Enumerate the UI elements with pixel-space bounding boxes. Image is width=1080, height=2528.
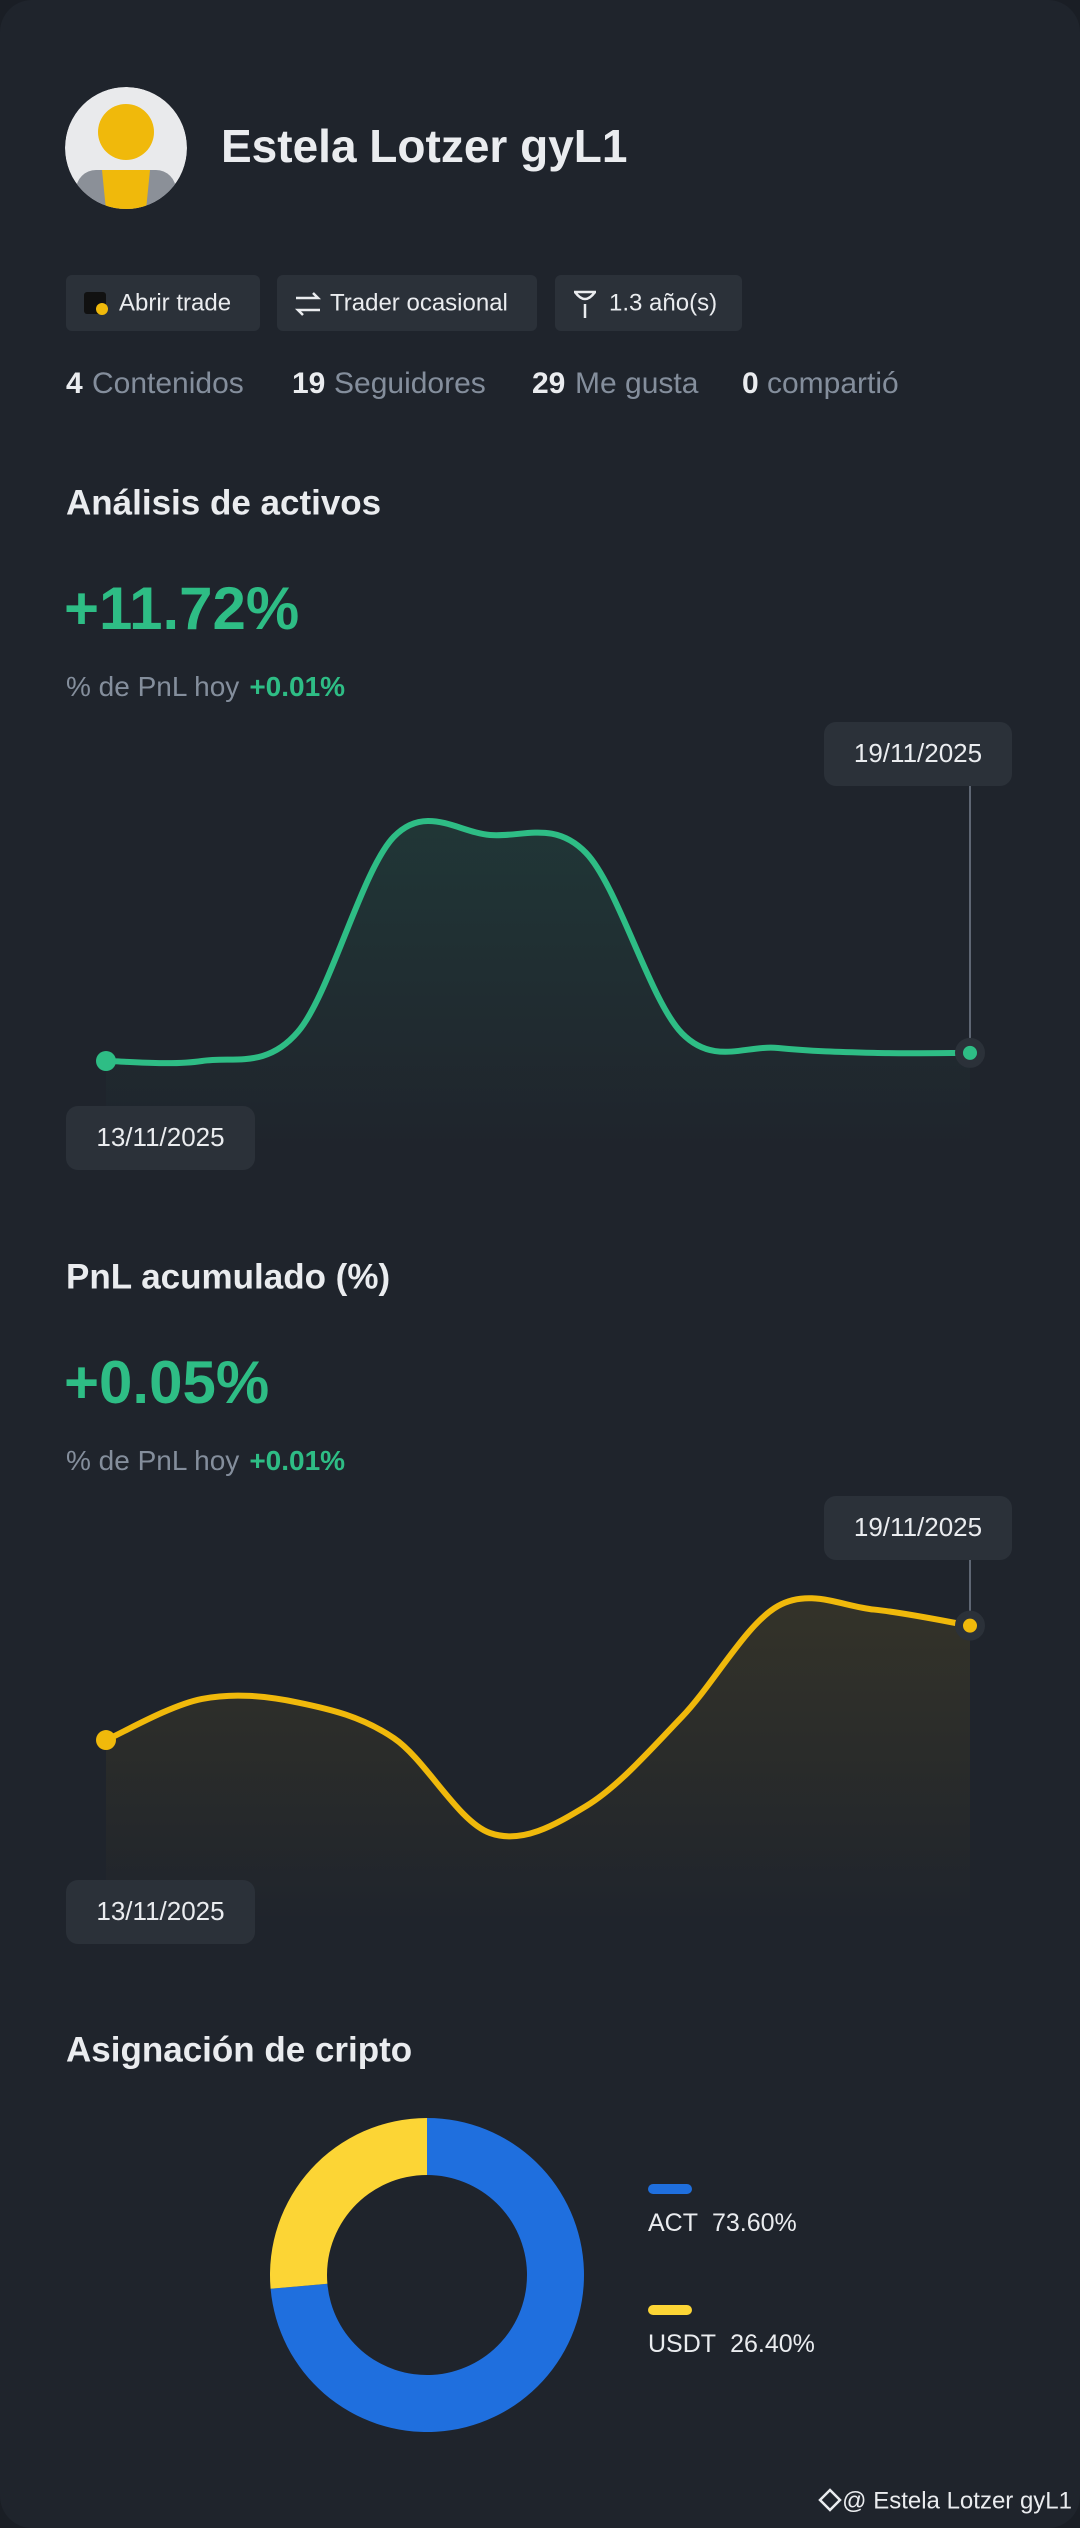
headline-value: +0.05% [64,1349,269,1416]
badge-label: 1.3 año(s) [609,289,717,316]
legend-value: 26.40% [730,2330,815,2358]
user-name: Estela Lotzer gyL1 [221,120,627,172]
stat-label: compartió [767,367,899,400]
charts: Análisis de activos +11.72% % de PnL hoy +0… [64,483,1012,2432]
date-label: 19/11/2025 [854,738,982,768]
line [103,817,973,1067]
badge-icon [96,303,108,315]
subtitle-label: % de PnL hoy [66,1445,239,1476]
legend-value: 73.60% [712,2209,797,2237]
legend-name: USDT [648,2330,716,2358]
area-fill [106,820,970,1150]
legend-name: ACT [648,2209,698,2237]
date-tooltip [66,1106,255,1170]
badge [277,275,537,331]
stat-label: Contenidos [92,367,244,400]
stat-count: 0 [742,367,759,400]
donut-segment [270,2118,427,2289]
section-title: Análisis de activos [66,483,381,522]
end-point [955,1037,985,1068]
date-label: 13/11/2025 [96,1122,224,1152]
stat-label: Me gusta [575,367,699,400]
start-point [96,1730,116,1751]
headline-value: +11.72% [64,575,299,642]
date-tooltip [824,1496,1012,1560]
date-label: 13/11/2025 [96,1896,224,1926]
badge [66,275,260,331]
line-chart: PnL acumulado (%) +0.05% % de PnL hoy +0.01… [64,1257,1012,1944]
donut-segment [270,2118,584,2432]
legend-swatch [648,2305,692,2315]
stat-count: 29 [532,367,565,400]
end-point [955,1610,985,1641]
date-tooltip [66,1880,255,1944]
subtitle: % de PnL hoy +0.01% [66,671,345,702]
footer: @ Estela Lotzer gyL1 [842,2487,1072,2514]
legend-entry: USDT 26.40% [648,2330,815,2358]
stat-count: 4 [66,367,83,400]
badge-label: Trader ocasional [330,289,508,316]
area-fill [106,1598,970,1924]
badges: Abrir trade Trader ocasional 1.3 año(s) [66,275,742,331]
badge [555,275,742,331]
badge-icon [573,290,597,318]
badge-icon [294,292,322,316]
date-label: 19/11/2025 [854,1512,982,1542]
stat-count: 19 [292,367,325,400]
footer-logo [818,2488,842,2512]
badge-label: Abrir trade [119,289,231,316]
line [103,1595,973,1840]
subtitle-value: +0.01% [249,1445,345,1476]
subtitle-label: % de PnL hoy [66,671,239,702]
section-title: PnL acumulado (%) [66,1257,390,1296]
line-chart: Análisis de activos +11.72% % de PnL hoy +0… [64,483,1012,1170]
start-point [96,1051,116,1071]
date-tooltip [824,722,1012,786]
stat-label: Seguidores [334,367,486,400]
legend-entry: ACT 73.60% [648,2209,797,2237]
section-title: Asignación de cripto [66,2030,412,2069]
donut-chart: Asignación de cripto ACT 73.60% USDT 26.40% [66,2030,815,2432]
legend-swatch [648,2184,692,2194]
subtitle-value: +0.01% [249,671,345,702]
subtitle: % de PnL hoy +0.01% [66,1445,345,1476]
